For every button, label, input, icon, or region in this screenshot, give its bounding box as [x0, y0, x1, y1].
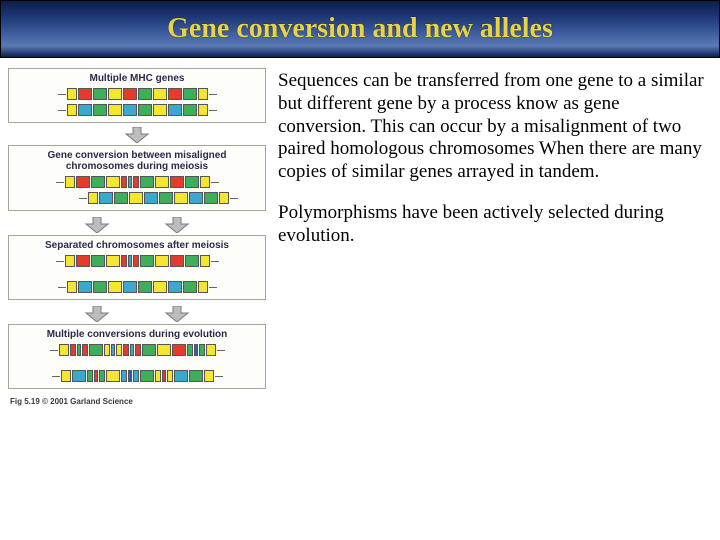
panel4-gene-rows	[15, 344, 259, 382]
figure-panel-4: Multiple conversions during evolution	[8, 324, 266, 389]
arrow-3	[8, 304, 266, 324]
title-bar: Gene conversion and new alleles	[0, 0, 720, 58]
figure-column: Multiple MHC genes Gene conversion betwe…	[8, 68, 266, 406]
page-title: Gene conversion and new alleles	[167, 13, 553, 45]
arrow-1	[8, 127, 266, 145]
content-area: Multiple MHC genes Gene conversion betwe…	[0, 58, 720, 406]
figure-panel-1: Multiple MHC genes	[8, 68, 266, 123]
figure-panel-3: Separated chromosomes after meiosis	[8, 235, 266, 300]
panel3-gene-rows	[15, 255, 259, 293]
panel1-gene-rows	[15, 88, 259, 116]
panel3-label: Separated chromosomes after meiosis	[15, 240, 259, 251]
panel4-label: Multiple conversions during evolution	[15, 329, 259, 340]
panel2-label: Gene conversion between misaligned chrom…	[15, 150, 259, 172]
arrow-2	[8, 215, 266, 235]
figure-caption: Fig 5.19 © 2001 Garland Science	[8, 393, 266, 406]
paragraph-1: Sequences can be transferred from one ge…	[278, 70, 712, 184]
figure-panel-2: Gene conversion between misaligned chrom…	[8, 145, 266, 211]
panel1-label: Multiple MHC genes	[15, 73, 259, 84]
text-column: Sequences can be transferred from one ge…	[278, 68, 712, 406]
panel2-gene-rows	[15, 176, 259, 204]
paragraph-2: Polymorphisms have been actively selecte…	[278, 202, 712, 248]
